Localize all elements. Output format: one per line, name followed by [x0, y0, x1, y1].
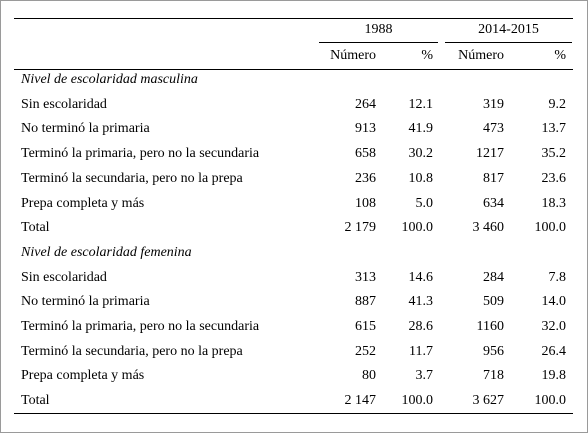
cell: 817 — [483, 170, 504, 186]
cell: 887 — [355, 294, 376, 310]
cell: 1160 — [476, 319, 504, 334]
cell: 658 — [355, 146, 376, 162]
header-rule — [14, 69, 573, 70]
cell: 3 627 — [472, 393, 505, 409]
group-header: 1988 — [364, 22, 393, 37]
bottom-rule — [14, 413, 573, 414]
cell: 23.6 — [541, 170, 567, 186]
cell: 41.3 — [408, 294, 434, 310]
cell: 913 — [355, 121, 376, 137]
top-rule — [14, 18, 573, 19]
cell: 100.0 — [401, 393, 434, 409]
cell: 14.0 — [541, 294, 567, 310]
column-header: % — [421, 48, 433, 63]
cell: 1217 — [476, 146, 504, 162]
cell: 30.2 — [408, 146, 434, 162]
cell: 10.8 — [408, 170, 434, 186]
cell: 236 — [355, 170, 376, 186]
column-header: % — [554, 48, 566, 63]
cell: 35.2 — [541, 146, 567, 162]
column-header: Número — [458, 48, 504, 63]
row-label: Terminó la secundaria, pero no la prepa — [21, 170, 243, 186]
cell: 5.0 — [415, 195, 434, 211]
cell: 100.0 — [534, 220, 567, 236]
cell: 14.6 — [408, 269, 434, 285]
row-label: Total — [21, 393, 50, 409]
section-title: Nivel de escolaridad femenina — [21, 244, 192, 260]
group-rule — [319, 42, 438, 43]
row-label: Terminó la primaria, pero no la secundar… — [21, 146, 260, 162]
row-label: No terminó la primaria — [21, 294, 150, 310]
cell: 26.4 — [541, 343, 567, 359]
cell: 18.3 — [541, 195, 567, 211]
cell: 108 — [355, 195, 376, 211]
cell: 13.7 — [541, 121, 567, 137]
cell: 100.0 — [534, 393, 567, 409]
cell: 2 147 — [344, 393, 377, 409]
row-label: Terminó la secundaria, pero no la prepa — [21, 343, 243, 359]
cell: 284 — [483, 269, 504, 285]
cell: 264 — [355, 96, 376, 112]
cell: 956 — [483, 343, 504, 359]
row-label: Terminó la primaria, pero no la secundar… — [21, 319, 260, 334]
cell: 9.2 — [548, 96, 567, 112]
group-header: 2014-2015 — [478, 22, 539, 37]
row-label: Prepa completa y más — [21, 368, 145, 384]
cell: 11.7 — [409, 343, 433, 359]
cell: 41.9 — [408, 121, 434, 137]
cell: 2 179 — [344, 220, 377, 236]
cell: 634 — [483, 195, 504, 211]
row-label: Total — [21, 220, 50, 236]
row-label: Sin escolaridad — [21, 96, 107, 112]
cell: 100.0 — [401, 220, 434, 236]
cell: 252 — [355, 343, 376, 359]
cell: 32.0 — [541, 319, 567, 334]
cell: 28.6 — [408, 319, 434, 334]
cell: 718 — [483, 368, 504, 384]
group-rule — [445, 42, 572, 43]
cell: 313 — [355, 269, 376, 285]
cell: 80 — [362, 368, 376, 384]
cell: 3.7 — [415, 368, 434, 384]
column-header: Número — [330, 48, 376, 63]
cell: 19.8 — [541, 368, 567, 384]
row-label: Prepa completa y más — [21, 195, 145, 211]
section-title: Nivel de escolaridad masculina — [21, 72, 198, 87]
cell: 319 — [483, 96, 504, 112]
cell: 3 460 — [472, 220, 505, 236]
cell: 615 — [355, 319, 376, 334]
cell: 473 — [483, 121, 504, 137]
row-label: Sin escolaridad — [21, 269, 107, 285]
cell: 509 — [483, 294, 504, 310]
row-label: No terminó la primaria — [21, 121, 150, 137]
cell: 7.8 — [548, 269, 567, 285]
cell: 12.1 — [408, 96, 434, 112]
